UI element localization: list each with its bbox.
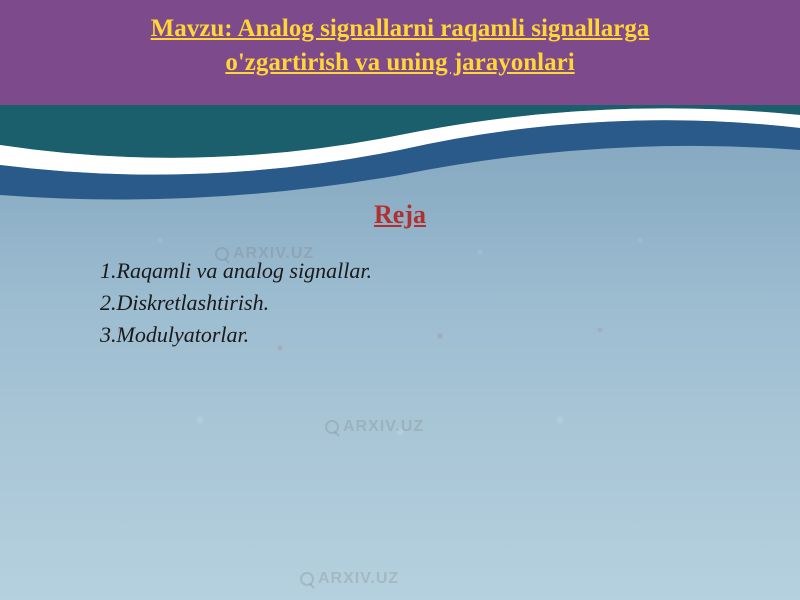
content-list: 1.Raqamli va analog signallar. 2.Diskret…: [100, 255, 700, 351]
slide-container: Mavzu: Analog signallarni raqamli signal…: [0, 0, 800, 600]
watermark: ARXIV.UZ: [325, 418, 424, 436]
title-line-1: Mavzu: Analog signallarni raqamli signal…: [151, 15, 650, 42]
content-subtitle: Reja: [100, 200, 700, 230]
content-area: Reja 1.Raqamli va analog signallar. 2.Di…: [100, 200, 700, 351]
title-line-2: o'zgartirish va uning jarayonlari: [225, 49, 574, 76]
watermark: ARXIV.UZ: [300, 570, 399, 588]
slide-title: Mavzu: Analog signallarni raqamli signal…: [0, 12, 800, 80]
list-item: 1.Raqamli va analog signallar.: [100, 255, 700, 287]
list-item: 3.Modulyatorlar.: [100, 319, 700, 351]
search-icon: [300, 572, 314, 586]
search-icon: [325, 420, 339, 434]
list-item: 2.Diskretlashtirish.: [100, 287, 700, 319]
